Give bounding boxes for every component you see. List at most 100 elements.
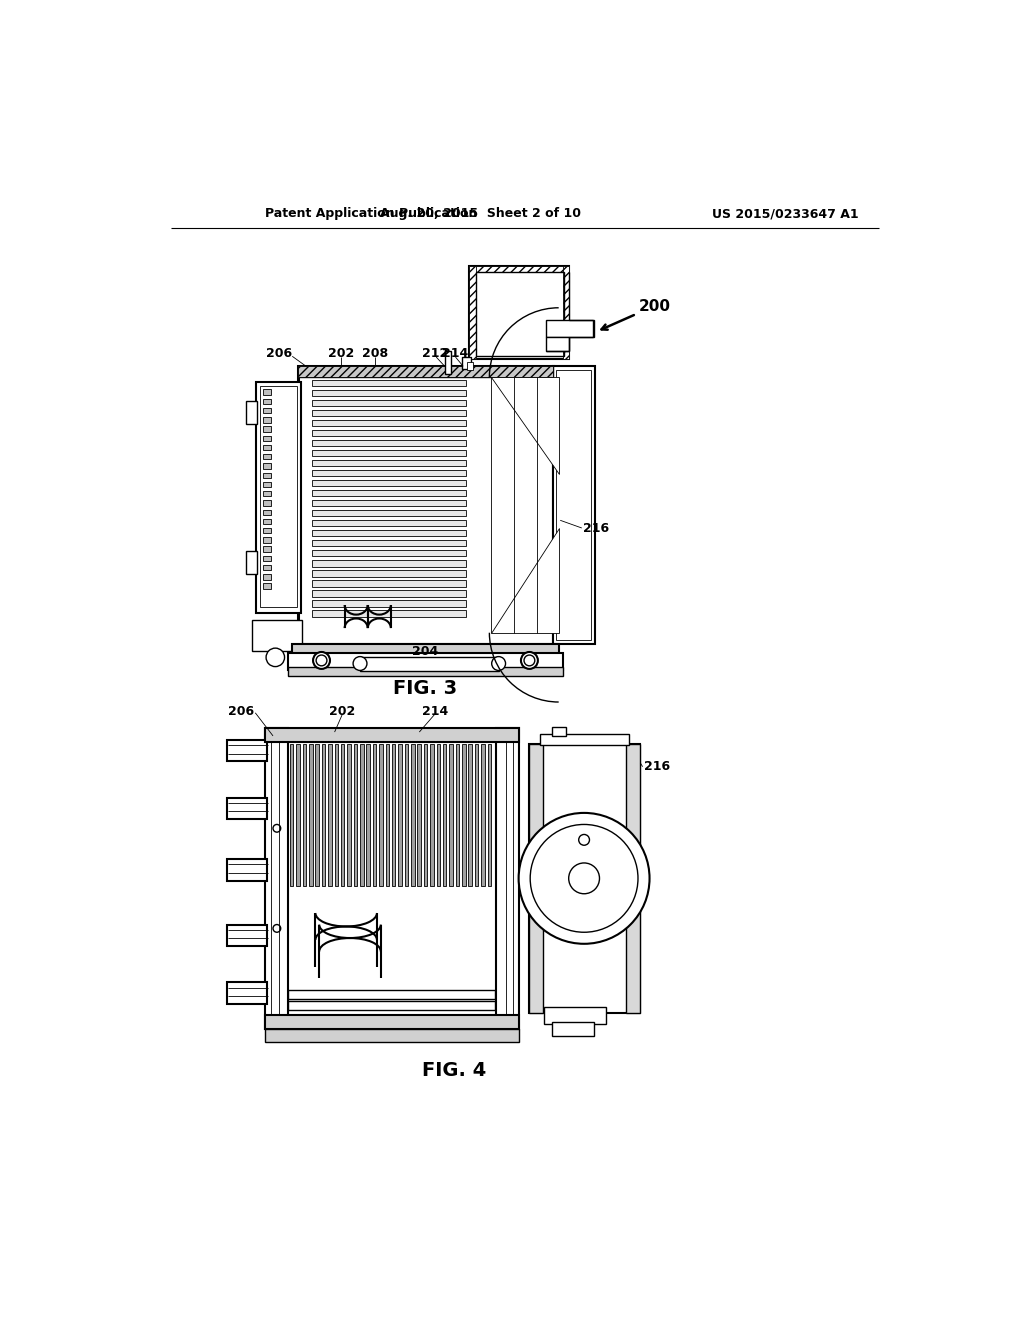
Bar — [312, 490, 466, 496]
Bar — [392, 743, 395, 886]
Bar — [312, 400, 466, 407]
Circle shape — [316, 655, 327, 665]
Bar — [263, 426, 270, 432]
Text: FIG. 4: FIG. 4 — [422, 1061, 486, 1080]
Text: 212: 212 — [422, 347, 447, 360]
Bar — [312, 581, 466, 586]
Bar — [226, 859, 267, 880]
Bar — [288, 667, 563, 676]
Bar — [309, 378, 475, 644]
Bar — [263, 454, 270, 459]
Text: 202: 202 — [329, 705, 355, 718]
Bar — [312, 540, 466, 546]
Bar — [315, 743, 318, 886]
Bar — [347, 743, 351, 886]
Bar — [386, 743, 389, 886]
Bar — [265, 1028, 519, 1043]
Bar — [322, 743, 326, 886]
Bar — [263, 519, 270, 524]
Bar — [487, 743, 492, 886]
Bar — [462, 358, 471, 368]
Bar — [373, 743, 377, 886]
Bar — [265, 1015, 519, 1028]
Bar — [289, 990, 495, 999]
Bar — [418, 743, 421, 886]
Bar — [475, 272, 564, 355]
Bar — [312, 380, 466, 387]
Bar — [303, 743, 306, 886]
Bar — [411, 743, 415, 886]
Polygon shape — [490, 378, 559, 474]
Bar — [312, 411, 466, 416]
Bar — [547, 337, 569, 351]
Bar — [263, 528, 270, 533]
Bar — [627, 743, 640, 1014]
Circle shape — [530, 825, 638, 932]
Circle shape — [521, 652, 538, 669]
Bar — [367, 743, 370, 886]
Bar — [263, 537, 270, 543]
Bar — [469, 267, 569, 359]
Text: 206: 206 — [227, 705, 254, 718]
Bar — [552, 1022, 594, 1036]
Bar — [290, 743, 294, 886]
Bar — [226, 739, 267, 762]
Bar — [312, 441, 466, 446]
Bar — [341, 743, 344, 886]
Bar — [404, 743, 409, 886]
Bar — [497, 729, 519, 1028]
Bar — [309, 743, 312, 886]
Bar — [469, 267, 569, 272]
Bar — [360, 743, 364, 886]
Bar — [226, 924, 267, 946]
Text: FIG. 3: FIG. 3 — [393, 678, 458, 698]
Bar — [462, 743, 466, 886]
Bar — [265, 729, 519, 742]
Bar — [263, 436, 270, 441]
Bar — [329, 743, 332, 886]
Circle shape — [524, 655, 535, 665]
Text: 204: 204 — [413, 644, 438, 657]
Bar — [288, 653, 563, 669]
Bar — [298, 367, 553, 378]
Bar — [263, 491, 270, 496]
Bar — [360, 657, 499, 671]
Bar — [528, 743, 543, 1014]
Circle shape — [353, 656, 367, 671]
Bar — [379, 743, 383, 886]
Bar — [263, 583, 270, 589]
Bar — [298, 367, 553, 378]
Bar — [292, 644, 559, 656]
Circle shape — [313, 652, 330, 669]
Circle shape — [518, 813, 649, 944]
Bar — [312, 470, 466, 477]
Bar — [335, 743, 338, 886]
Bar — [398, 743, 401, 886]
Bar — [456, 743, 459, 886]
Bar — [528, 743, 640, 1014]
Bar — [263, 565, 270, 570]
Circle shape — [568, 863, 599, 894]
Bar — [475, 378, 559, 644]
Bar — [263, 463, 270, 469]
Text: 206: 206 — [266, 347, 292, 360]
Bar — [246, 552, 257, 574]
Bar — [263, 399, 270, 404]
Bar — [226, 797, 267, 818]
Bar — [256, 381, 301, 612]
Bar — [556, 370, 591, 640]
Bar — [553, 367, 595, 644]
Bar — [312, 430, 466, 437]
Bar — [469, 743, 472, 886]
Bar — [265, 729, 289, 1028]
Bar — [263, 546, 270, 552]
Bar — [444, 351, 451, 374]
Bar — [353, 743, 357, 886]
Text: Aug. 20, 2015  Sheet 2 of 10: Aug. 20, 2015 Sheet 2 of 10 — [380, 207, 582, 220]
Bar — [263, 556, 270, 561]
Text: 202: 202 — [328, 347, 354, 360]
Text: 214: 214 — [442, 347, 469, 360]
Text: 200: 200 — [639, 298, 671, 314]
Bar — [312, 531, 466, 536]
Text: 216: 216 — [644, 760, 671, 774]
